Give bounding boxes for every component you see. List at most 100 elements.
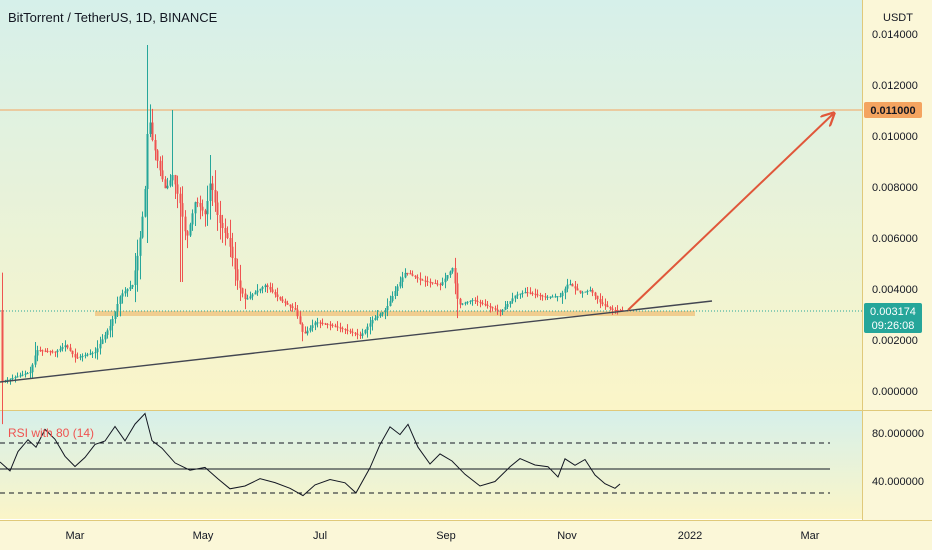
candle-body [214, 190, 217, 203]
candle-body [461, 303, 464, 305]
candle-body [46, 350, 49, 352]
main-pane-background [0, 0, 862, 410]
candle-body [544, 296, 547, 298]
candle-body [459, 298, 462, 305]
candle-body [101, 339, 104, 344]
candle-body [19, 375, 22, 377]
candle-body [129, 287, 132, 290]
candle-body [194, 202, 197, 214]
candle-body [211, 183, 214, 190]
candle-body [41, 350, 44, 352]
candle-body [616, 310, 619, 311]
projection-arrow[interactable] [627, 114, 833, 311]
rsi-pane-background [0, 411, 862, 519]
candle-body [111, 319, 114, 326]
candle-body [611, 308, 614, 310]
candle-body [49, 351, 52, 353]
candle-body [496, 309, 499, 311]
candle-body [379, 314, 382, 317]
candle-body [51, 351, 54, 353]
candle-body [529, 292, 532, 294]
candle-body [191, 213, 194, 225]
time-tick-label: Mar [801, 530, 820, 542]
candle-body [581, 292, 584, 294]
candle-body [464, 302, 467, 304]
candle-body [109, 325, 112, 331]
candle-body [486, 304, 489, 306]
candle-body [594, 292, 597, 296]
candle-body [141, 216, 144, 238]
candle-body [309, 327, 312, 331]
candle-body [436, 283, 439, 285]
candle-body [116, 304, 119, 312]
candle-body [16, 376, 19, 378]
candle-body [301, 324, 304, 332]
candle-body [1, 310, 4, 382]
candle-body [56, 350, 59, 352]
candle-body [504, 306, 507, 310]
candle-body [146, 134, 149, 189]
candle-body [446, 275, 449, 279]
candle-body [126, 289, 129, 292]
candle-body [451, 268, 454, 272]
candle-body [254, 292, 257, 295]
support-zone[interactable] [95, 311, 695, 316]
candle-body [321, 322, 324, 324]
candle-body [239, 280, 242, 289]
candle-body [234, 258, 237, 270]
candle-body [501, 309, 504, 312]
candle-body [64, 345, 67, 348]
candle-body [44, 350, 47, 352]
candle-body [24, 373, 27, 375]
candle-body [569, 284, 572, 286]
candle-body [536, 294, 539, 296]
candle-body [384, 310, 387, 313]
candle-body [349, 330, 352, 332]
candle-body [416, 277, 419, 279]
candle-body [136, 255, 139, 271]
candle-body [66, 345, 69, 348]
candle-body [151, 122, 154, 140]
candle-body [251, 294, 254, 297]
candle-body [264, 285, 267, 288]
candle-body [104, 334, 107, 340]
time-axis-ticks: Mar May Jul Sep Nov 2022 Mar [66, 530, 820, 542]
candle-body [556, 296, 559, 298]
candle-body [414, 275, 417, 278]
current-price-badge [864, 303, 922, 333]
rsi-indicator-label[interactable]: RSI with 80 (14) [8, 426, 95, 440]
target-price-label: 0.011000 [870, 105, 915, 117]
candle-body [186, 231, 189, 236]
target-price-badge [864, 102, 922, 118]
candle-body [579, 290, 582, 293]
candle-body [619, 310, 622, 311]
candle-body [89, 353, 92, 355]
candle-body [284, 301, 287, 303]
candle-body [144, 189, 147, 217]
candle-body [454, 268, 457, 284]
candle-body [516, 294, 519, 296]
candle-body [139, 237, 142, 256]
candle-body [209, 183, 212, 201]
price-axis-ticks: 0.014000 0.012000 0.010000 0.008000 0.006000… [872, 29, 918, 398]
candle-body [401, 277, 404, 282]
candle-body [366, 326, 369, 330]
candle-body [566, 284, 569, 289]
ascending-trendline[interactable] [0, 300, 713, 383]
price-tick-label: 0.014000 [872, 29, 918, 41]
candle-body [26, 373, 29, 374]
candle-body [199, 203, 202, 207]
candle-body [96, 348, 99, 353]
candle-body [591, 290, 594, 293]
price-tick-label: 0.006000 [872, 233, 918, 245]
candle-body [206, 201, 209, 215]
candle-body [479, 301, 482, 303]
candle-body [179, 193, 182, 204]
candle-body [156, 150, 159, 161]
candle-body [286, 303, 289, 305]
candle-body [421, 279, 424, 281]
candle-body [429, 281, 432, 283]
candle-body [444, 278, 447, 283]
candle-body [394, 291, 397, 296]
